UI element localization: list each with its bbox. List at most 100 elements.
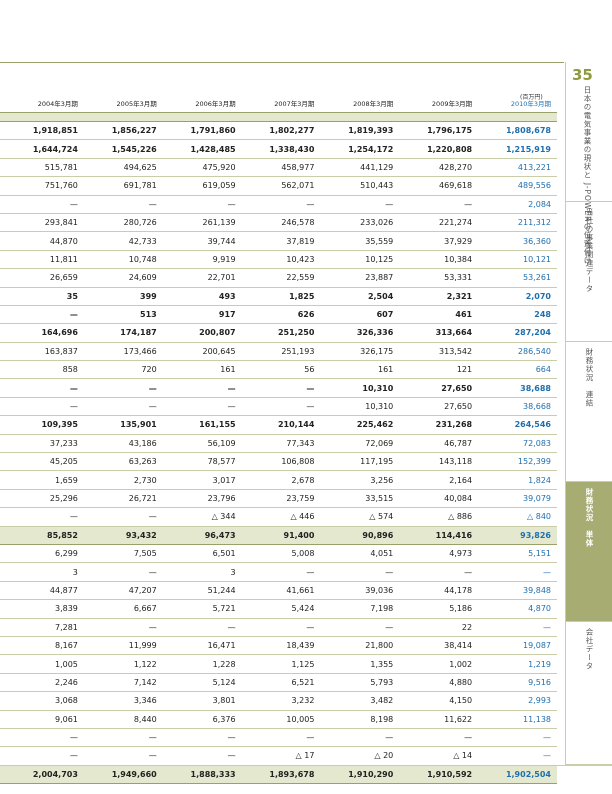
header-row: 2004年3月期 2005年3月期 2006年3月期 2007年3月期 2008… [0, 94, 557, 113]
table-cell: 91,400 [241, 526, 321, 545]
table-cell: 11,811 [0, 250, 84, 270]
table-cell: 39,848 [478, 581, 557, 601]
table-cell: 1,355 [320, 654, 400, 674]
table-cell: 3,839 [0, 599, 84, 619]
table-cell: 5,186 [399, 599, 479, 619]
table-cell: 6,299 [0, 544, 84, 564]
table-cell: 8,167 [0, 636, 84, 656]
table-cell: 3 [0, 562, 84, 582]
table-cell: 39,036 [320, 581, 400, 601]
table-cell: 7,281 [0, 618, 84, 637]
table-cell: 4,880 [399, 673, 479, 693]
table-cell: 280,726 [83, 213, 163, 233]
table-cell: 399 [83, 287, 163, 306]
table-cell: — [162, 728, 242, 748]
table-cell: 11,138 [478, 710, 557, 729]
table-cell: 469,618 [399, 176, 479, 196]
table-cell: 2,246 [0, 673, 84, 693]
table-cell: 607 [320, 305, 400, 325]
tab-company-data[interactable]: 会社データ [565, 622, 612, 765]
table-cell: 8,198 [320, 710, 400, 729]
table-cell: — [241, 378, 321, 398]
table-cell: 1,545,226 [83, 139, 163, 159]
table-cell: 18,439 [241, 636, 321, 656]
table-cell: 9,919 [162, 250, 242, 270]
table-cell: — [0, 378, 84, 398]
table-row: 1,918,851 1,856,227 1,791,860 1,802,277 1,81… [0, 121, 557, 141]
column-header: 2005年3月期 [83, 94, 163, 113]
table-cell: — [320, 728, 400, 748]
table-row: — — — — — — — [0, 728, 557, 748]
table-row: — — △ 344 △ 446 △ 574 △ 886 △ 840 [0, 507, 557, 527]
table-cell: 1,888,333 [162, 764, 242, 785]
table-cell: — [478, 728, 557, 748]
table-cell: — [83, 728, 163, 748]
table-cell: 3,232 [241, 691, 321, 711]
table-cell: 2,070 [478, 287, 557, 306]
table-cell: 27,650 [399, 397, 479, 417]
table-cell: — [478, 562, 557, 582]
table-cell: 2,004,703 [0, 764, 84, 785]
table-cell: 161 [162, 360, 242, 380]
table-cell: 200,807 [162, 323, 242, 343]
table-cell: 1,122 [83, 654, 163, 674]
table-cell: 161 [320, 360, 400, 380]
table-cell: 44,178 [399, 581, 479, 601]
table-row: — — — △ 17 △ 20 △ 14— [0, 746, 557, 766]
table-cell: 106,808 [241, 452, 321, 472]
table-cell: 5,124 [162, 673, 242, 693]
table-cell: 313,664 [399, 323, 479, 343]
table-cell: 44,870 [0, 231, 84, 251]
table-cell: △ 574 [320, 507, 400, 527]
table-cell: 22 [399, 618, 479, 637]
table-cell [162, 112, 242, 122]
table-cell: 10,310 [320, 397, 400, 417]
table-cell: 1,808,678 [478, 121, 557, 141]
table-cell [320, 112, 400, 122]
table-cell: 23,759 [241, 489, 321, 509]
column-header: 2006年3月期 [162, 94, 242, 113]
table-cell: 38,688 [478, 378, 557, 398]
tab-japan-electric[interactable]: 35 日本の電気事業の現状と J-POWERの位置付け [565, 62, 612, 265]
table-cell: — [83, 618, 163, 637]
tab-business-data[interactable]: 当社の事業関連データ [565, 202, 612, 342]
table-cell: 751,760 [0, 176, 84, 196]
page-number: 35 [572, 66, 593, 84]
table-cell: △ 14 [399, 746, 479, 766]
table-row: 6,299 7,505 6,501 5,008 4,051 4,973 5,151 [0, 544, 557, 564]
balance-sheet-table: 2004年3月期 2005年3月期 2006年3月期 2007年3月期 2008… [0, 94, 557, 785]
table-cell: 6,376 [162, 710, 242, 729]
table-cell: 163,837 [0, 342, 84, 362]
table-cell: 51,244 [162, 581, 242, 601]
tab-label: 財務状況 連結 [585, 348, 594, 408]
table-cell [0, 112, 84, 122]
tab-financial-consolidated[interactable]: 財務状況 連結 [565, 342, 612, 482]
table-cell: 38,668 [478, 397, 557, 417]
table-row: 25,296 26,721 23,796 23,759 33,515 40,084 39,0… [0, 489, 557, 509]
table-cell: 161,155 [162, 415, 242, 435]
table-row: 26,659 24,609 22,701 22,559 23,887 53,331 53,2… [0, 268, 557, 288]
table-cell: 3,346 [83, 691, 163, 711]
tab-financial-standalone[interactable]: 財務状況 単体 [565, 482, 612, 622]
table-row: 751,760 691,781 619,059 562,071 510,443 469,6… [0, 176, 557, 196]
column-header: 2008年3月期 [320, 94, 400, 113]
table-cell: — [83, 378, 163, 398]
table-cell: 3,068 [0, 691, 84, 711]
table-cell: 562,071 [241, 176, 321, 196]
table-row: 3,839 6,667 5,721 5,424 7,198 5,186 4,870 [0, 599, 557, 619]
table-cell: 858 [0, 360, 84, 380]
table-cell: 720 [83, 360, 163, 380]
table-cell: — [162, 378, 242, 398]
table-cell: 22,559 [241, 268, 321, 288]
table-cell: 38,414 [399, 636, 479, 656]
table-cell: 200,645 [162, 342, 242, 362]
table-cell: 37,819 [241, 231, 321, 251]
table-cell: 93,432 [83, 526, 163, 545]
table-cell: 489,556 [478, 176, 557, 196]
tab-label: 財務状況 単体 [585, 488, 594, 548]
table-cell: — [83, 507, 163, 527]
table-row: 1,005 1,122 1,228 1,125 1,355 1,002 1,219 [0, 654, 557, 674]
table-cell: — [162, 195, 242, 214]
tab-label: 会社データ [585, 628, 594, 671]
table-cell: 44,877 [0, 581, 84, 601]
